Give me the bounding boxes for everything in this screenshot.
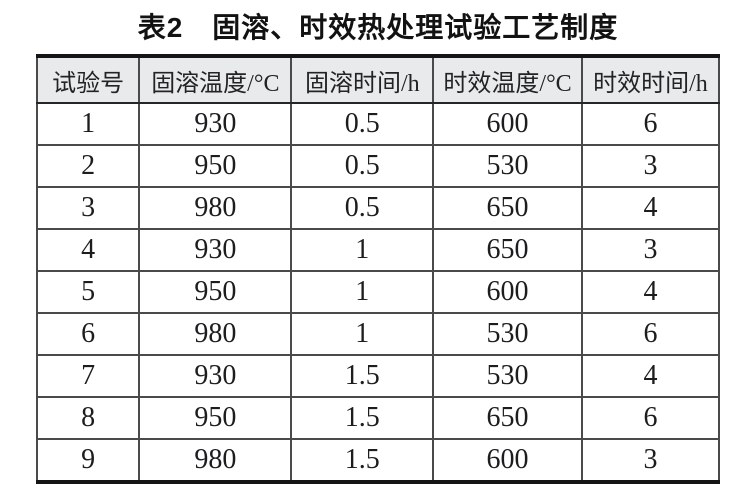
table-cell: 530: [432, 312, 583, 356]
table-cell: 0.5: [290, 144, 435, 188]
table-row: 1 930 0.5 600 6: [35, 102, 721, 146]
table-cell: 980: [138, 186, 293, 230]
table-row: 9 980 1.5 600 3: [35, 438, 721, 483]
column-header: 时效时间/h: [580, 55, 721, 104]
table-cell: 530: [432, 144, 583, 188]
header-row: 试验号 固溶温度/°C 固溶时间/h 时效温度/°C 时效时间/h: [35, 55, 721, 104]
column-header: 固溶时间/h: [290, 55, 435, 104]
table-cell: 6: [35, 312, 141, 356]
table-cell: 3: [580, 144, 721, 188]
table-cell: 1.5: [290, 354, 435, 398]
table-cell: 980: [138, 312, 293, 356]
table-cell: 3: [580, 438, 721, 483]
column-header: 固溶温度/°C: [138, 55, 293, 104]
table-cell: 930: [138, 228, 293, 272]
table-cell: 650: [432, 186, 583, 230]
table-row: 6 980 1 530 6: [35, 312, 721, 356]
table-cell: 4: [580, 354, 721, 398]
table-cell: 1: [290, 270, 435, 314]
table-row: 7 930 1.5 530 4: [35, 354, 721, 398]
table-cell: 1: [290, 228, 435, 272]
table-cell: 650: [432, 228, 583, 272]
table-cell: 930: [138, 354, 293, 398]
table-cell: 530: [432, 354, 583, 398]
table-cell: 5: [35, 270, 141, 314]
table-cell: 950: [138, 270, 293, 314]
table-cell: 4: [580, 270, 721, 314]
table-cell: 6: [580, 312, 721, 356]
table-cell: 2: [35, 144, 141, 188]
table-cell: 600: [432, 438, 583, 483]
table-cell: 0.5: [290, 102, 435, 146]
table-cell: 980: [138, 438, 293, 483]
table-row: 5 950 1 600 4: [35, 270, 721, 314]
table-cell: 7: [35, 354, 141, 398]
table-cell: 3: [580, 228, 721, 272]
table-cell: 950: [138, 144, 293, 188]
table-cell: 600: [432, 102, 583, 146]
table-cell: 6: [580, 396, 721, 440]
table-cell: 950: [138, 396, 293, 440]
table-row: 3 980 0.5 650 4: [35, 186, 721, 230]
column-header: 试验号: [35, 55, 141, 104]
table-cell: 4: [35, 228, 141, 272]
table-cell: 9: [35, 438, 141, 483]
heat-treatment-process-table: 试验号 固溶温度/°C 固溶时间/h 时效温度/°C 时效时间/h 1 930 0.5 600…: [35, 54, 721, 484]
table-row: 8 950 1.5 650 6: [35, 396, 721, 440]
table-cell: 3: [35, 186, 141, 230]
table-cell: 600: [432, 270, 583, 314]
table-cell: 930: [138, 102, 293, 146]
table-cell: 6: [580, 102, 721, 146]
paper-page: 表2 固溶、时效热处理试验工艺制度 试验号 固溶温度/°C 固溶时间/h 时效温度/°…: [0, 8, 756, 490]
table-cell: 1: [290, 312, 435, 356]
table-cell: 1.5: [290, 438, 435, 483]
table-cell: 1.5: [290, 396, 435, 440]
table-cell: 650: [432, 396, 583, 440]
table-cell: 8: [35, 396, 141, 440]
table-title: 表2 固溶、时效热处理试验工艺制度: [137, 12, 619, 43]
table-row: 4 930 1 650 3: [35, 228, 721, 272]
column-header: 时效温度/°C: [432, 55, 583, 104]
table-cell: 1: [35, 102, 141, 146]
table-row: 2 950 0.5 530 3: [35, 144, 721, 188]
table-cell: 0.5: [290, 186, 435, 230]
table-cell: 4: [580, 186, 721, 230]
